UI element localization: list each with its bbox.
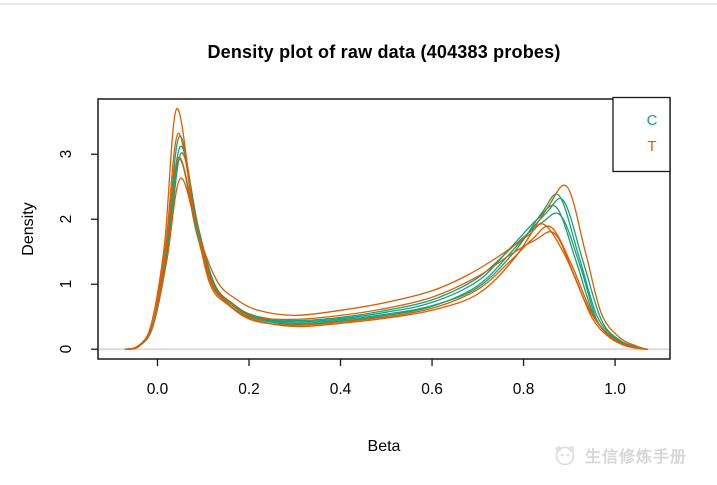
legend-entry-C: C <box>646 112 658 129</box>
x-tick-label-0.8: 0.8 <box>512 381 535 398</box>
x-tick-label-0.4: 0.4 <box>329 381 352 398</box>
watermark: 生信修炼手册 <box>552 441 687 469</box>
x-tick-label-1.0: 1.0 <box>604 381 626 398</box>
x-axis-label: Beta <box>367 438 401 455</box>
chart-title: Density plot of raw data (404383 probes) <box>207 42 561 62</box>
density-curve-T1 <box>124 108 648 350</box>
density-curve-T2 <box>124 132 648 350</box>
density-curve-C4 <box>124 158 648 350</box>
density-curve-C3 <box>124 152 648 350</box>
legend-entry-T: T <box>647 138 657 155</box>
plot-frame <box>97 98 671 360</box>
y-tick-label-3: 3 <box>58 149 75 159</box>
y-axis-label: Density <box>20 202 37 256</box>
density-curve-T4 <box>124 156 648 350</box>
y-tick-label-2: 2 <box>58 214 75 224</box>
x-tick-label-0.2: 0.2 <box>238 381 260 398</box>
y-tick-label-0: 0 <box>58 344 75 354</box>
watermark-text: 生信修炼手册 <box>585 449 688 466</box>
legend-box <box>612 96 671 173</box>
x-tick-label-0.6: 0.6 <box>421 381 443 398</box>
panda-logo-icon <box>555 446 575 466</box>
x-tick-label-0.0: 0.0 <box>146 381 169 398</box>
y-tick-label-1: 1 <box>58 279 75 289</box>
page-top-border <box>0 3 717 5</box>
